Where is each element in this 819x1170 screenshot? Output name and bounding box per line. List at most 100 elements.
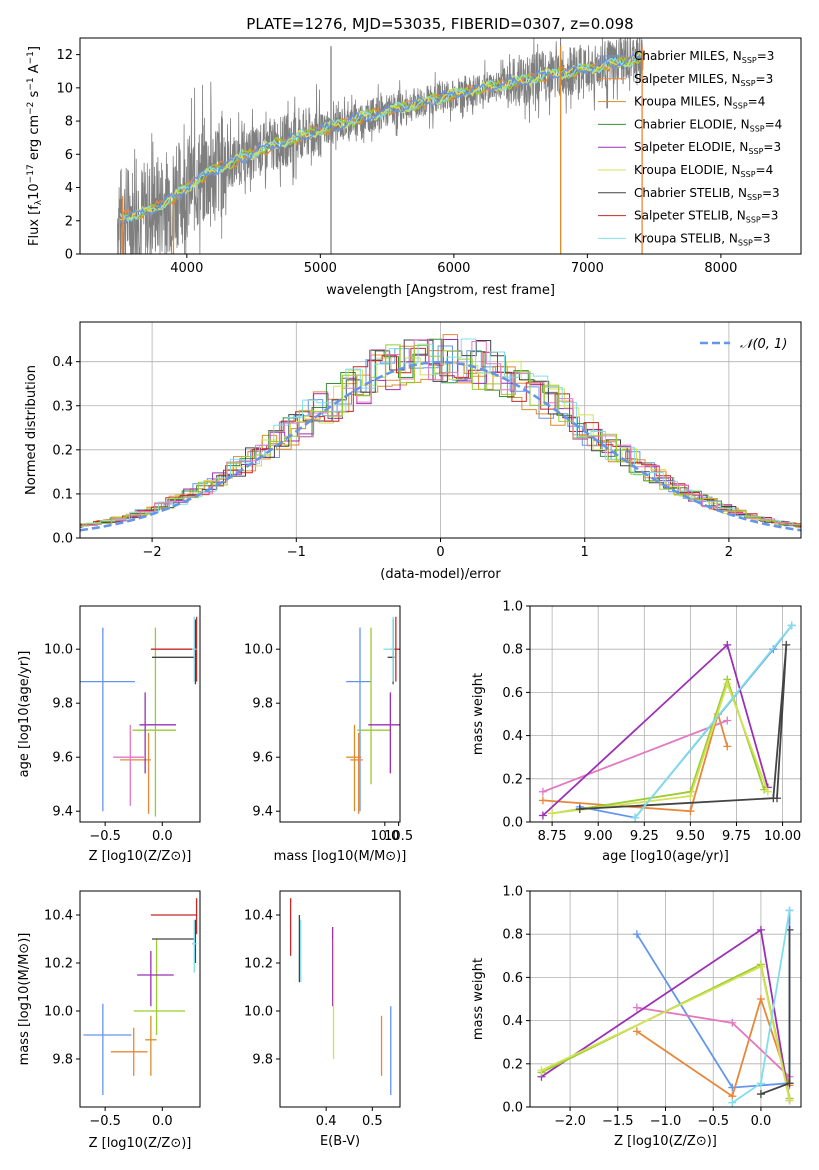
y-axis-label: age [log10(age/yr)]	[17, 651, 32, 778]
model-spectrum	[119, 53, 642, 225]
weight-marker	[773, 794, 782, 803]
y-axis-label: Flux [fλ10−17 erg cm−2 s−1 A−1]	[26, 46, 44, 246]
x-tick-label: 1	[581, 545, 589, 560]
y-tick-label: 10.2	[44, 957, 73, 972]
weight-marker	[756, 1090, 765, 1099]
x-tick-label: −2.0	[554, 1114, 586, 1129]
x-axis-label: wavelength [Angstrom, rest frame]	[326, 283, 555, 298]
y-tick-label: 10.0	[44, 643, 73, 658]
legend-label: Chabrier MILES, NSSP=3	[634, 49, 774, 65]
x-tick-label: 5000	[304, 261, 337, 276]
histogram-series	[80, 357, 801, 527]
weight-marker	[785, 906, 794, 915]
weight-marker	[723, 716, 732, 725]
x-tick-label: 0.0	[751, 1114, 772, 1129]
y-tick-label: 0	[65, 248, 73, 263]
y-tick-label: 0.4	[502, 1014, 523, 1029]
axes-frame	[529, 890, 802, 1108]
y-axis-label: mass weight	[471, 958, 486, 1040]
weight-marker	[723, 742, 732, 751]
x-tick-label: 7000	[571, 261, 604, 276]
x-tick-label: −1.0	[650, 1114, 682, 1129]
y-tick-label: 12	[56, 48, 73, 63]
weight-marker	[538, 811, 547, 820]
x-tick-label: 8000	[704, 261, 737, 276]
spectrum-lines	[117, 38, 644, 254]
legend-label: Kroupa MILES, NSSP=4	[634, 95, 765, 111]
x-tick-label: 9.25	[630, 829, 659, 844]
gaussian-curve	[80, 360, 801, 532]
y-tick-label: 6	[65, 148, 73, 163]
y-tick-label: 10.4	[244, 909, 273, 924]
y-tick-label: 10	[56, 81, 73, 96]
weight-line	[542, 719, 728, 793]
y-tick-label: 9.6	[52, 751, 73, 766]
x-axis-label: (data-model)/error	[380, 567, 501, 582]
weight-marker	[686, 792, 695, 801]
errorbar-axes: −0.5 0.0 9.8 10.0 10.2 10.4 Z [log10(Z/Z⊙)] mas…	[17, 890, 201, 1151]
weight-line	[636, 995, 791, 1098]
axes-frame	[279, 605, 401, 823]
weight-marker	[548, 809, 557, 818]
weight-marker	[575, 805, 584, 814]
x-tick-label: 10.00	[764, 829, 801, 844]
x-axis-label: age [log10(age/yr)]	[602, 849, 729, 864]
errorbars	[289, 898, 392, 1095]
axes-frame	[79, 321, 802, 539]
x-tick-label: 10.5	[384, 829, 413, 844]
y-axis-label: mass weight	[471, 673, 486, 755]
histogram-steps	[80, 334, 801, 532]
weight-marker	[782, 640, 791, 649]
x-axis-label: Z [log10(Z/Z⊙)]	[89, 1136, 192, 1151]
weight-marker	[756, 995, 765, 1003]
legend: Chabrier MILES, NSSP=3 Salpeter MILES, NS…	[598, 49, 782, 247]
y-tick-label: 0.4	[502, 729, 523, 744]
y-tick-label: 10.0	[244, 1005, 273, 1020]
y-tick-label: 9.4	[52, 805, 73, 820]
weight-marker	[787, 621, 796, 630]
y-tick-label: 0.2	[502, 1057, 523, 1072]
y-tick-label: 10.0	[244, 643, 273, 658]
legend-label: Salpeter ELODIE, NSSP=3	[634, 140, 781, 156]
x-tick-label: 4000	[170, 261, 203, 276]
x-tick-label: 0.0	[152, 829, 173, 844]
weight-line	[634, 624, 793, 819]
weight-marker	[756, 1079, 765, 1088]
weight-line	[579, 624, 793, 819]
weight-marker	[632, 1027, 641, 1036]
axes-frame	[79, 605, 201, 823]
x-tick-label: 6000	[437, 261, 470, 276]
errorbars	[80, 616, 198, 817]
errorbars	[83, 898, 198, 1095]
weight-marker	[728, 1098, 737, 1107]
y-tick-label: 0.0	[502, 1101, 523, 1116]
y-tick-label: 9.8	[252, 697, 273, 712]
y-tick-label: 4	[65, 181, 73, 196]
x-tick-label: 9.50	[676, 829, 705, 844]
x-tick-label: 9.00	[584, 829, 613, 844]
axes-frame	[79, 890, 201, 1108]
y-tick-label: 9.8	[52, 1053, 73, 1068]
axes-frame	[279, 890, 401, 1108]
observed-spectrum	[117, 38, 644, 254]
legend-label: Salpeter STELIB, NSSP=3	[634, 209, 778, 225]
weight-marker	[756, 925, 765, 934]
weight-line	[579, 644, 788, 810]
y-tick-label: 0.2	[502, 772, 523, 787]
x-tick-label: 9.75	[722, 829, 751, 844]
axes-frame	[529, 605, 802, 823]
errorbar-axes: −0.5 0.0 9.4 9.6 9.8 10.0 Z [log10(Z/Z⊙)] age […	[17, 605, 201, 864]
x-axis-label: E(B-V)	[320, 1134, 360, 1149]
y-tick-label: 0.8	[502, 928, 523, 943]
legend-label: Kroupa ELODIE, NSSP=4	[634, 163, 773, 179]
y-tick-label: 2	[65, 214, 73, 229]
x-tick-label: −2	[143, 545, 162, 560]
y-tick-label: 10.4	[44, 909, 73, 924]
weight-marker	[686, 807, 695, 816]
y-tick-label: 8	[65, 115, 73, 130]
weight-line	[551, 681, 769, 815]
y-tick-label: 0.2	[52, 443, 73, 458]
x-axis-label: mass [log10(M/M⊙)]	[274, 849, 407, 864]
x-tick-label: 0.4	[316, 1114, 337, 1129]
